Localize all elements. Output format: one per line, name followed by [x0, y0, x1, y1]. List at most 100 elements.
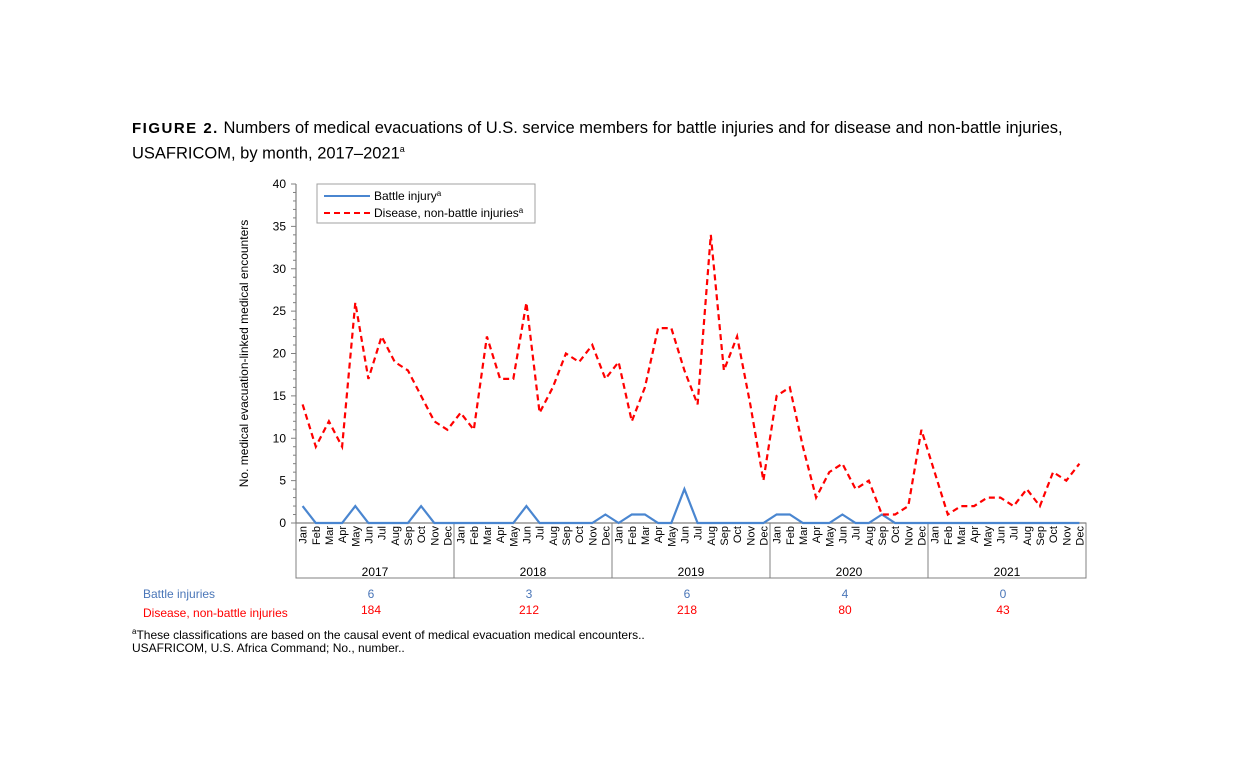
disease-total: 43	[996, 603, 1010, 617]
month-label: Dec	[916, 526, 928, 546]
month-label: May	[508, 526, 520, 547]
month-label: Jan	[614, 526, 626, 544]
month-label: Jul	[377, 526, 389, 540]
month-label: May	[350, 526, 362, 547]
month-label: May	[824, 526, 836, 547]
x-axis-category-box	[295, 522, 1087, 579]
disease-total: 212	[519, 603, 539, 617]
month-label: Sep	[877, 526, 889, 546]
title-superscript: a	[399, 144, 405, 154]
battle-injury-line	[301, 486, 1080, 525]
month-label: Sep	[719, 526, 731, 546]
month-label: Jun	[679, 526, 691, 544]
month-label: Oct	[890, 526, 902, 543]
footnote-a-text: These classifications are based on the c…	[136, 628, 645, 642]
month-label: Mar	[956, 526, 968, 545]
footnote-a: aThese classifications are based on the …	[132, 627, 645, 642]
month-label: Apr	[969, 526, 981, 543]
month-label: Jan	[930, 526, 942, 544]
y-tick-label: 15	[273, 389, 287, 403]
month-label: Jul	[535, 526, 547, 540]
month-label: Feb	[469, 526, 481, 545]
disease-totals-label: Disease, non-battle injuries	[143, 606, 288, 620]
y-tick-label: 20	[273, 347, 287, 361]
month-label: Jan	[298, 526, 310, 544]
month-label: Mar	[798, 526, 810, 545]
year-label: 2019	[678, 565, 705, 579]
month-label: Mar	[324, 526, 336, 545]
month-label: Aug	[864, 526, 876, 546]
year-label: 2018	[520, 565, 547, 579]
month-label: Jan	[456, 526, 468, 544]
month-label: Jun	[521, 526, 533, 544]
legend-disease-label: Disease, non-battle injuriesa	[374, 206, 524, 220]
legend	[316, 183, 536, 224]
month-label: Apr	[337, 526, 349, 543]
month-label: Dec	[600, 526, 612, 546]
battle-total: 4	[842, 587, 849, 601]
month-label: Feb	[943, 526, 955, 545]
month-label: Feb	[311, 526, 323, 545]
y-tick-label: 0	[279, 516, 286, 530]
month-label: Nov	[745, 526, 757, 546]
month-label: Mar	[482, 526, 494, 545]
month-label: May	[982, 526, 994, 547]
month-label: Jun	[995, 526, 1007, 544]
month-label: Jun	[837, 526, 849, 544]
month-label: Apr	[811, 526, 823, 543]
month-label: Jun	[363, 526, 375, 544]
month-label: Aug	[390, 526, 402, 546]
disease-total: 218	[677, 603, 697, 617]
month-label: Dec	[442, 526, 454, 546]
month-label: Jul	[693, 526, 705, 540]
month-label: Nov	[903, 526, 915, 546]
y-tick-label: 10	[273, 431, 287, 445]
battle-total: 6	[368, 587, 375, 601]
month-label: Sep	[403, 526, 415, 546]
month-label: Sep	[1035, 526, 1047, 546]
month-label: Mar	[640, 526, 652, 545]
year-label: 2017	[362, 565, 389, 579]
disease-total: 184	[361, 603, 381, 617]
disease-total: 80	[838, 603, 852, 617]
month-label: Aug	[548, 526, 560, 546]
month-label: Feb	[627, 526, 639, 545]
y-tick-label: 30	[273, 262, 287, 276]
month-label: Nov	[1061, 526, 1073, 546]
month-label: Aug	[706, 526, 718, 546]
figure-title: FIGURE 2. Numbers of medical evacuations…	[132, 118, 1112, 164]
year-label: 2021	[994, 565, 1021, 579]
month-label: Nov	[429, 526, 441, 546]
month-label: Oct	[732, 526, 744, 543]
battle-totals-label: Battle injuries	[143, 587, 215, 601]
month-label: May	[666, 526, 678, 547]
battle-total: 6	[684, 587, 691, 601]
battle-total: 0	[1000, 587, 1007, 601]
month-label: Apr	[653, 526, 665, 543]
figure-title-text: Numbers of medical evacuations of U.S. s…	[132, 119, 1063, 163]
month-label: Aug	[1022, 526, 1034, 546]
month-label: Dec	[1074, 526, 1086, 546]
month-label: Oct	[416, 526, 428, 543]
month-label: Feb	[785, 526, 797, 545]
month-label: Sep	[561, 526, 573, 546]
month-label: Oct	[574, 526, 586, 543]
month-label: Apr	[495, 526, 507, 543]
battle-total: 3	[526, 587, 533, 601]
y-tick-label: 40	[273, 177, 287, 191]
y-tick-label: 35	[273, 219, 287, 233]
y-axis-label: No. medical evacuation-linked medical en…	[237, 220, 251, 487]
y-tick-label: 25	[273, 304, 287, 318]
month-label: Jan	[772, 526, 784, 544]
month-label: Jul	[851, 526, 863, 540]
year-label: 2020	[836, 565, 863, 579]
legend-battle-label: Battle injurya	[374, 189, 442, 203]
month-label: Oct	[1048, 526, 1060, 543]
footnote-abbrev: USAFRICOM, U.S. Africa Command; No., num…	[132, 641, 405, 655]
figure-label: FIGURE 2.	[132, 120, 219, 137]
y-tick-label: 5	[279, 474, 286, 488]
month-label: Jul	[1009, 526, 1021, 540]
disease-line	[301, 234, 1081, 517]
month-label: Nov	[587, 526, 599, 546]
